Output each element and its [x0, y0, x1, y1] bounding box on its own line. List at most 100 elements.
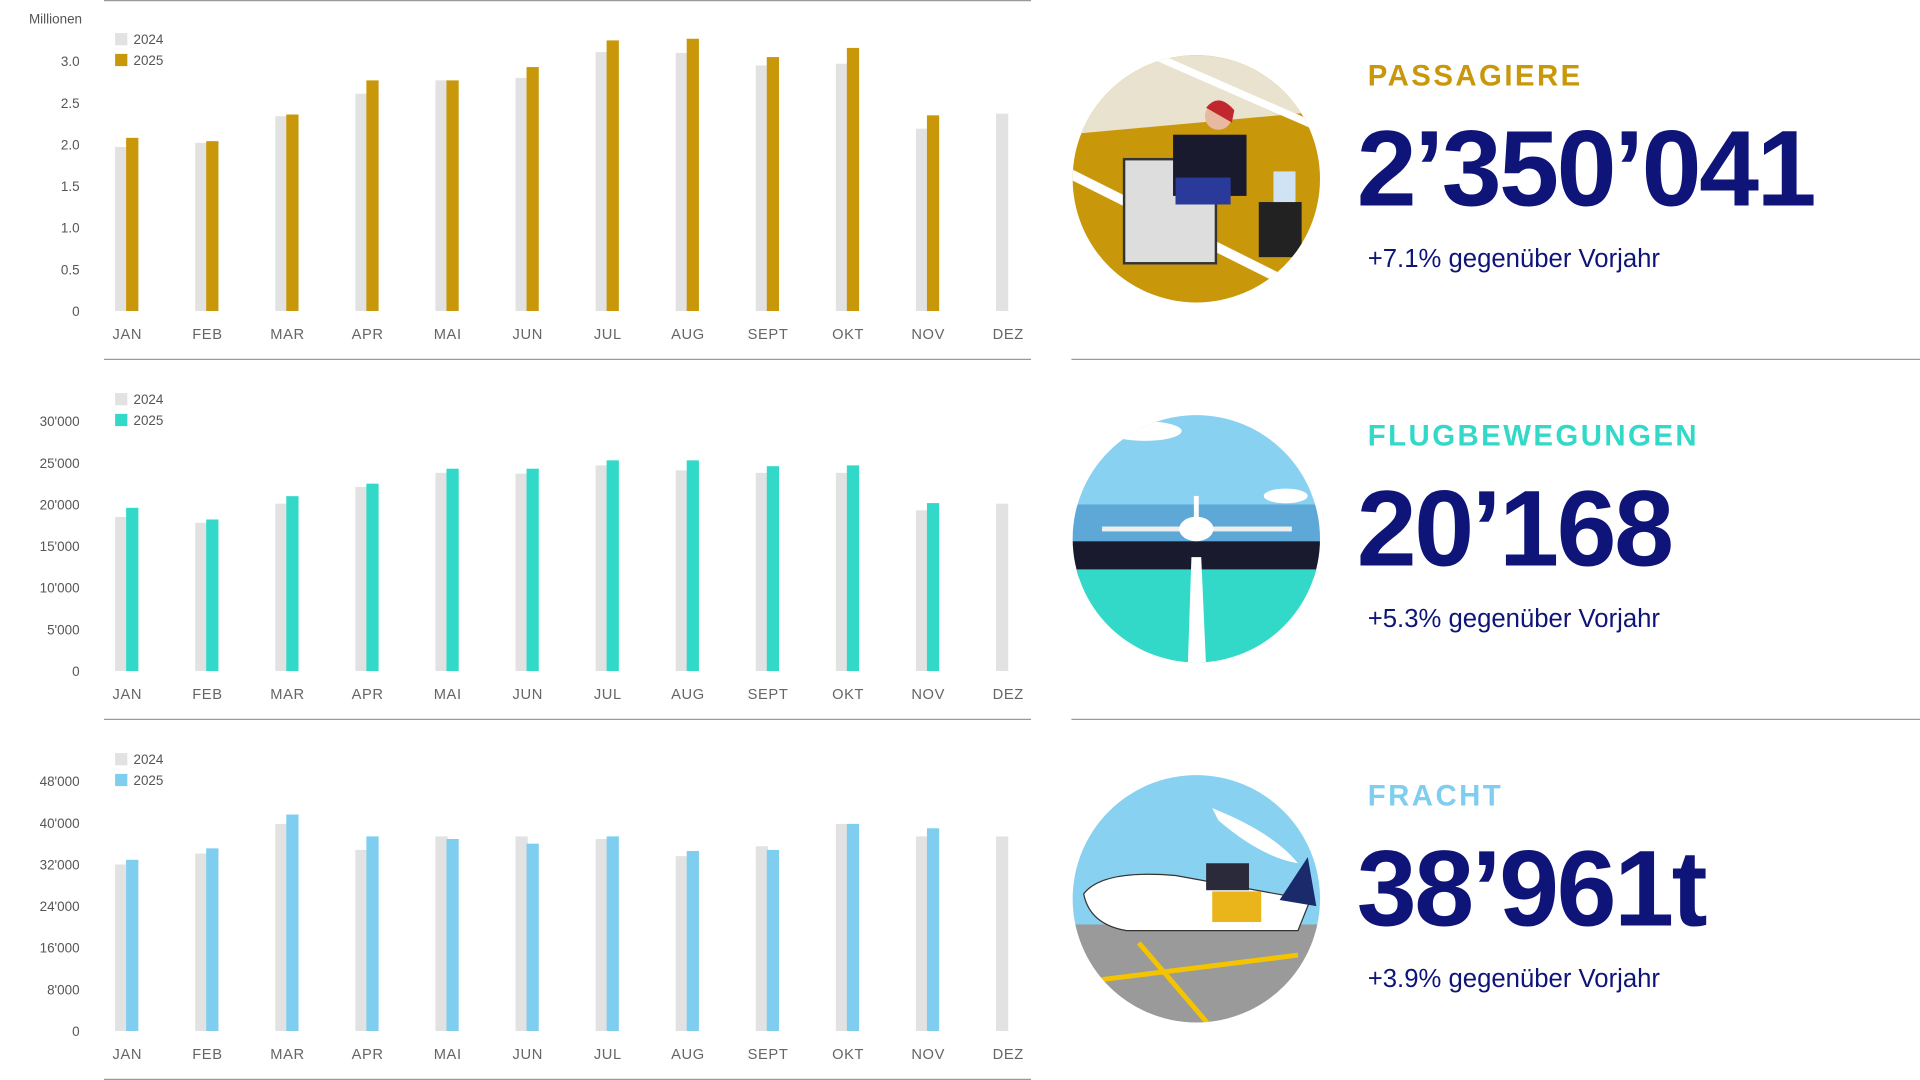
x-tick-label: AUG: [671, 327, 705, 343]
bar: [355, 849, 368, 1032]
x-tick-label: NOV: [911, 1047, 945, 1063]
x-tick-label: MAI: [434, 1047, 462, 1063]
bar: [435, 472, 448, 672]
bar: [606, 460, 619, 672]
bar: [435, 80, 448, 312]
highlight-change: +5.3% gegenüber Vorjahr: [1368, 605, 1661, 633]
x-tick-label: APR: [352, 687, 384, 703]
y-tick-label: 10'000: [40, 581, 80, 596]
y-tick-label: 8'000: [47, 982, 80, 997]
legend-label: 2024: [133, 392, 163, 407]
y-tick-label: 2.0: [61, 137, 80, 152]
x-tick-label: SEPT: [748, 1047, 789, 1063]
x-tick-label: MAR: [270, 687, 304, 703]
bar: [115, 864, 128, 1032]
bar: [766, 466, 780, 672]
bar: [766, 849, 780, 1032]
bar: [675, 52, 688, 312]
x-tick-label: FEB: [192, 327, 222, 343]
bar: [286, 496, 299, 672]
bar: [926, 503, 940, 672]
bar: [835, 823, 849, 1032]
bar: [366, 80, 379, 312]
bar: [835, 472, 849, 672]
bar: [275, 823, 288, 1032]
x-tick-label: NOV: [911, 327, 945, 343]
bar: [606, 836, 619, 1032]
x-tick-label: APR: [352, 1047, 384, 1063]
x-tick-label: SEPT: [748, 327, 789, 343]
bar: [195, 522, 208, 672]
x-tick-label: FEB: [192, 1047, 222, 1063]
y-tick-label: 0.5: [61, 262, 80, 277]
x-tick-label: JAN: [113, 687, 143, 703]
bar: [915, 836, 929, 1032]
bar: [915, 510, 929, 672]
bar: [926, 828, 940, 1032]
legend-label: 2025: [133, 413, 163, 428]
bar: [366, 483, 379, 672]
highlight-change: +3.9% gegenüber Vorjahr: [1368, 965, 1661, 993]
bar: [846, 823, 860, 1032]
bar: [996, 836, 1009, 1032]
y-tick-label: 40'000: [40, 816, 80, 831]
x-tick-label: JAN: [113, 327, 143, 343]
bar: [115, 516, 128, 672]
y-tick-label: 1.5: [61, 179, 80, 194]
bar: [286, 814, 299, 1032]
y-tick-label: 25'000: [40, 456, 80, 471]
illustration-freight: [1072, 775, 1320, 1023]
bar: [286, 114, 299, 312]
x-tick-label: OKT: [832, 327, 864, 343]
bar: [446, 80, 459, 312]
illustration-movements: [1072, 415, 1320, 663]
highlight-change: +7.1% gegenüber Vorjahr: [1368, 245, 1661, 273]
bar: [446, 468, 459, 672]
illustration-passengers: [1072, 55, 1320, 303]
bar: [526, 67, 539, 312]
bar: [526, 468, 539, 672]
bar: [206, 519, 219, 672]
bar: [515, 473, 528, 672]
bar: [595, 465, 608, 672]
bar: [846, 465, 860, 672]
legend-swatch: [115, 393, 128, 406]
legend-swatch: [115, 53, 128, 67]
x-tick-label: MAI: [434, 327, 462, 343]
bar: [686, 38, 699, 312]
bar: [366, 836, 379, 1032]
bar: [686, 460, 699, 672]
y-tick-label: 30'000: [40, 414, 80, 429]
bar: [755, 472, 768, 672]
bar: [526, 843, 539, 1032]
legend-label: 2024: [133, 752, 163, 767]
x-tick-label: OKT: [832, 1047, 864, 1063]
bar: [435, 836, 448, 1032]
highlight-label: PASSAGIERE: [1368, 60, 1583, 93]
bar: [195, 853, 208, 1032]
bar: [686, 850, 699, 1032]
highlight-label: FRACHT: [1368, 780, 1503, 813]
x-tick-label: DEZ: [993, 687, 1024, 703]
bar: [595, 838, 608, 1032]
y-tick-label: 16'000: [40, 941, 80, 956]
legend-label: 2025: [133, 773, 163, 788]
x-tick-label: JAN: [113, 1047, 143, 1063]
bar: [446, 838, 459, 1032]
x-tick-label: OKT: [832, 687, 864, 703]
bar: [606, 40, 619, 312]
bar: [675, 856, 688, 1032]
bar: [996, 113, 1009, 312]
bar: [355, 93, 368, 312]
y-tick-label: 15'000: [40, 539, 80, 554]
x-tick-label: MAR: [270, 327, 304, 343]
legend-swatch: [115, 773, 128, 787]
bar: [115, 146, 128, 312]
x-tick-label: DEZ: [993, 327, 1024, 343]
bar: [846, 47, 860, 312]
bar: [755, 65, 768, 312]
y-tick-label: 48'000: [40, 774, 80, 789]
legend-swatch: [115, 753, 128, 766]
y-tick-label: 20'000: [40, 497, 80, 512]
x-tick-label: JUN: [513, 687, 543, 703]
